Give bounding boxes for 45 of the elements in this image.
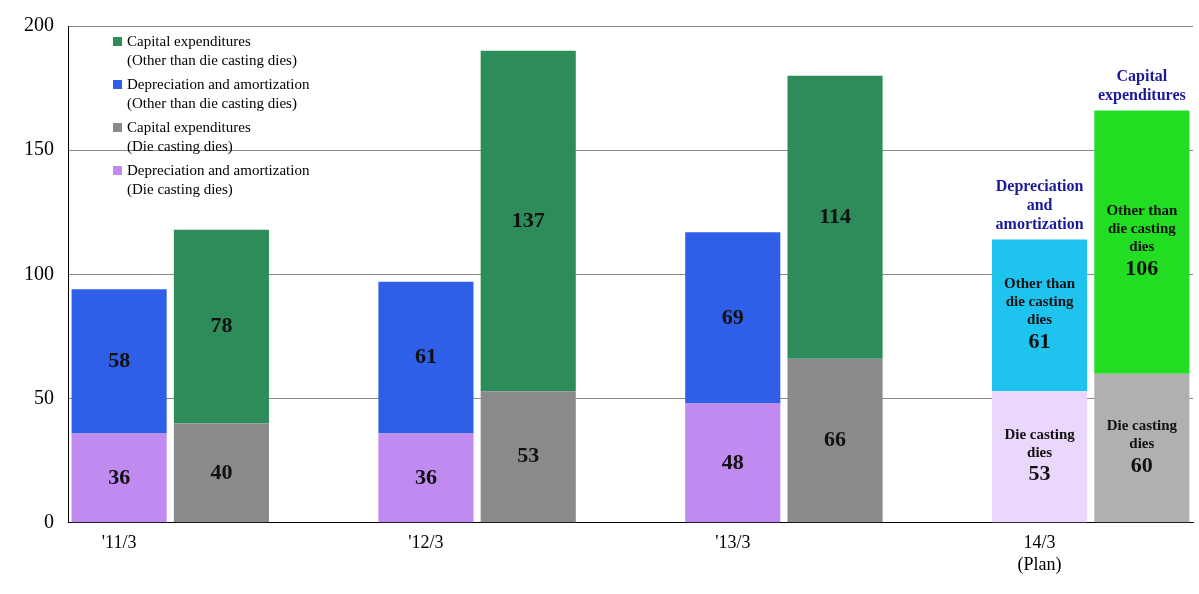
y-tick-label: 200 xyxy=(24,13,54,36)
bar xyxy=(480,50,576,392)
bar xyxy=(378,281,474,434)
y-tick-label: 50 xyxy=(34,385,54,408)
data-label: 40 xyxy=(210,458,233,484)
data-label: 69 xyxy=(721,303,744,329)
legend-label: Depreciation and amortization (Die casting dies) xyxy=(127,161,310,199)
data-label: 66 xyxy=(824,426,847,452)
y-tick-label: 0 xyxy=(44,510,54,533)
bar xyxy=(173,423,269,523)
legend-label: Capital expenditures (Other than die casting dies) xyxy=(127,32,297,70)
data-label: 58 xyxy=(108,347,131,373)
x-tick-label: '11/3 xyxy=(101,532,137,553)
bar xyxy=(71,289,167,434)
data-label: 36 xyxy=(108,463,131,489)
x-tick-label: '12/3 xyxy=(408,532,444,553)
data-label: 53 xyxy=(517,442,540,468)
data-label: 78 xyxy=(210,312,233,338)
data-label: Other than die casting dies 106 xyxy=(1106,201,1179,280)
bar xyxy=(71,433,167,523)
y-tick-label: 100 xyxy=(24,261,54,284)
data-label: 48 xyxy=(721,448,744,474)
data-label: Die casting dies 60 xyxy=(1106,416,1178,477)
bar xyxy=(685,403,781,523)
annotation: Depreciation and amortization xyxy=(995,176,1084,232)
data-label: 137 xyxy=(511,206,545,232)
bar xyxy=(787,75,883,359)
bar xyxy=(378,433,474,523)
y-tick-label: 150 xyxy=(24,137,54,160)
data-label: 114 xyxy=(819,202,851,228)
bar xyxy=(992,239,1088,392)
annotation: Capital expenditures xyxy=(1098,66,1186,104)
data-label: Other than die casting dies 61 xyxy=(1004,275,1076,354)
x-tick-label: '13/3 xyxy=(715,532,751,553)
data-label: 36 xyxy=(414,463,437,489)
data-label: Die casting dies 53 xyxy=(1004,425,1076,486)
bar xyxy=(173,229,269,424)
bar xyxy=(685,232,781,404)
bar xyxy=(992,391,1088,523)
x-tick-label: 14/3 (Plan) xyxy=(1017,532,1062,575)
legend-label: Capital expenditures (Die casting dies) xyxy=(127,118,251,156)
data-label: 61 xyxy=(414,343,437,369)
legend-label: Depreciation and amortization (Other than die casting dies) xyxy=(127,75,310,113)
bar xyxy=(1094,110,1190,374)
bar xyxy=(1094,373,1190,523)
